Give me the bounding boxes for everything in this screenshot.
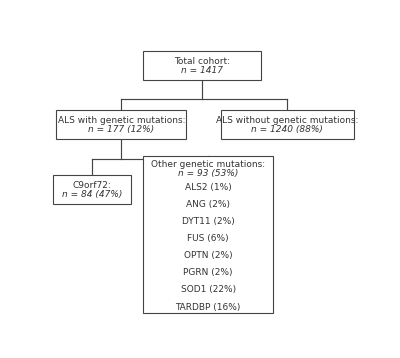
Bar (220, 111, 354, 139)
Text: n = 84 (47%): n = 84 (47%) (62, 190, 122, 199)
Bar (53, 175, 130, 204)
Text: ANG (2%): ANG (2%) (186, 200, 230, 209)
Text: Other genetic mutations:: Other genetic mutations: (151, 160, 265, 169)
Text: PGRN (2%): PGRN (2%) (183, 268, 233, 277)
Text: TARDBP (16%): TARDBP (16%) (176, 303, 241, 311)
Text: n = 1417: n = 1417 (181, 66, 223, 74)
Text: n = 177 (12%): n = 177 (12%) (88, 125, 154, 134)
Text: SOD1 (22%): SOD1 (22%) (180, 285, 236, 295)
Bar (143, 51, 261, 80)
Bar (143, 156, 273, 313)
Bar (56, 111, 186, 139)
Text: n = 1240 (88%): n = 1240 (88%) (251, 125, 323, 134)
Text: ALS with genetic mutations:: ALS with genetic mutations: (58, 116, 185, 125)
Text: DYT11 (2%): DYT11 (2%) (182, 217, 234, 226)
Text: C9orf72:: C9orf72: (72, 181, 111, 190)
Text: FUS (6%): FUS (6%) (187, 234, 229, 243)
Text: OPTN (2%): OPTN (2%) (184, 251, 232, 260)
Text: n = 93 (53%): n = 93 (53%) (178, 169, 238, 178)
Text: ALS without genetic mutations:: ALS without genetic mutations: (216, 116, 358, 125)
Text: Total cohort:: Total cohort: (174, 57, 230, 66)
Text: ALS2 (1%): ALS2 (1%) (185, 183, 232, 192)
